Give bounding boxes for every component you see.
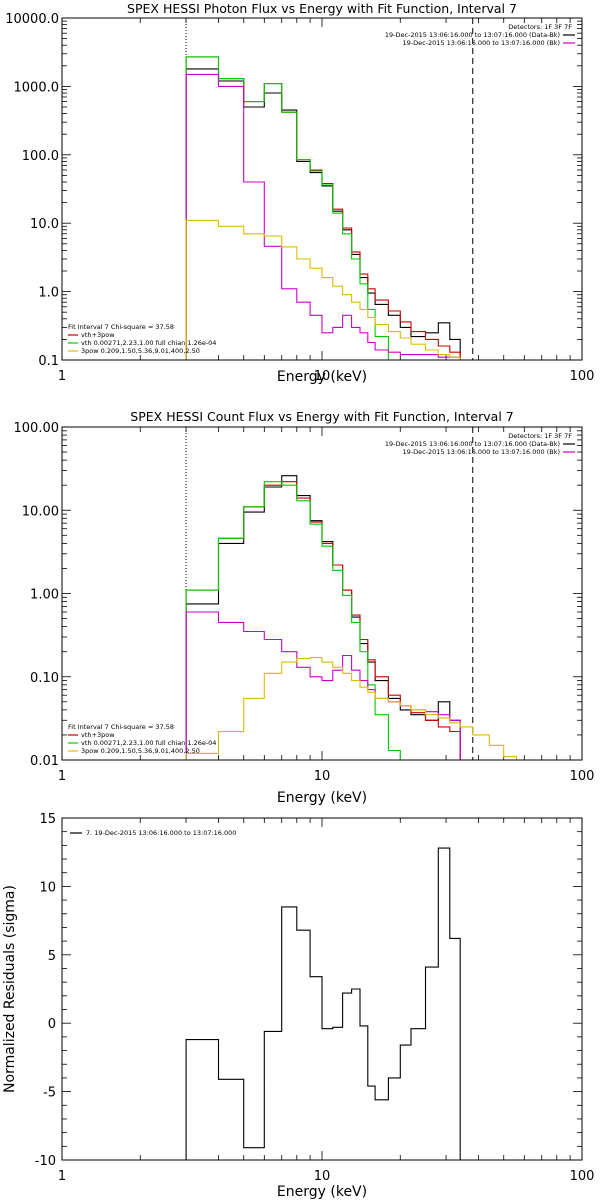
- y-tick-label: 10000.0: [5, 12, 59, 27]
- y-tick-label: 15: [39, 812, 56, 827]
- chart-panel-3: 1 10 100 -10 -5 0 5 10 15 Energy (keV) Normalized …: [2, 812, 594, 1200]
- series-line-1: [185, 475, 461, 760]
- x-tick-label: 100: [570, 369, 595, 384]
- series-line-3: [185, 481, 401, 760]
- chart-panel-2: SPEX HESSI Count Flux vs Energy with Fit…: [14, 409, 595, 806]
- legend-entry: 7. 19-Dec-2015 13:06:16.000 to 13:07:16.…: [86, 829, 236, 837]
- series-line-4: [185, 611, 461, 760]
- series-line-5: [185, 219, 474, 360]
- legend-top-left: 7. 19-Dec-2015 13:06:16.000 to 13:07:16.…: [70, 829, 236, 837]
- x-tick-label: 1: [58, 769, 66, 784]
- y-axis-ticks: [62, 817, 582, 1161]
- y-tick-label: 1.0: [38, 286, 59, 301]
- legend-entry: 19-Dec-2015 13:06:16.000 to 13:07:16.000…: [403, 448, 561, 456]
- chart-panel-1: SPEX HESSI Photon Flux vs Energy with Fi…: [5, 1, 595, 385]
- y-axis-ticks: [62, 17, 582, 361]
- legend-header: Fit Interval 7 Chi-square = 37.58: [68, 723, 174, 731]
- x-tick-label: 10: [314, 1169, 331, 1184]
- legend-entry: vth 0.00271,2.23,1.00 full chian 1.26e-0…: [81, 739, 216, 747]
- series-line-2: [185, 481, 461, 760]
- plot-frame: [61, 817, 583, 1161]
- y-tick-label: -10: [35, 1154, 56, 1169]
- y-tick-label: 100.00: [14, 421, 60, 436]
- x-tick-label: 1: [58, 369, 66, 384]
- x-tick-label: 1: [58, 1169, 66, 1184]
- y-tick-label: 0.1: [38, 354, 59, 369]
- y-tick-label: 0.10: [30, 671, 59, 686]
- series-line-5: [185, 657, 518, 760]
- legend-entry: vth+3pow: [81, 331, 115, 339]
- y-tick-label: 0: [48, 1017, 56, 1032]
- series-line-2: [185, 56, 461, 360]
- legend-entry: vth 0.00271,2.23,1.00 full chian 1.26e-0…: [81, 339, 216, 347]
- y-tick-label: -5: [43, 1086, 56, 1101]
- legend-bottom-left: Fit Interval 7 Chi-square = 37.58vth+3po…: [68, 323, 216, 355]
- y-tick-label: 10.00: [22, 504, 59, 519]
- legend-entry: 19-Dec-2015 13:06:16.000 to 13:07:16.000…: [403, 39, 561, 47]
- y-tick-label: 100.0: [22, 149, 59, 164]
- x-axis-ticks: [61, 427, 583, 760]
- x-axis-label: Energy (keV): [277, 369, 367, 385]
- series-group: [185, 475, 518, 760]
- legend-entry: vth+3pow: [81, 731, 115, 739]
- y-tick-label: 0.01: [30, 754, 59, 769]
- y-tick-label: 10.0: [30, 217, 59, 232]
- x-axis-label: Energy (keV): [277, 790, 367, 806]
- y-axis-label: Normalized Residuals (sigma): [2, 885, 18, 1093]
- y-tick-label: 5: [48, 949, 56, 964]
- legend-header: Fit Interval 7 Chi-square = 37.58: [68, 323, 174, 331]
- series-line-1: [185, 847, 461, 1160]
- plot-frame: [61, 17, 583, 361]
- x-tick-label: 10: [314, 369, 331, 384]
- legend-entry: 3pow 0.209,1.50,5.36,9.01,400,2.50: [81, 747, 200, 755]
- y-tick-label: 1.00: [30, 588, 59, 603]
- plot-frame: [61, 426, 583, 761]
- chart-title: SPEX HESSI Count Flux vs Energy with Fit…: [130, 409, 513, 424]
- legend-header: Detectors: 1F 3F 7F: [508, 432, 572, 440]
- x-axis-label: Energy (keV): [277, 1184, 367, 1200]
- series-line-3: [185, 56, 389, 360]
- series-group: [185, 56, 474, 360]
- legend-entry: 19-Dec-2015 13:06:16.000 to 13:07:16.000…: [385, 31, 560, 39]
- x-tick-label: 100: [570, 769, 595, 784]
- legend-header: Detectors: 1F 3F 7F: [508, 23, 572, 31]
- x-axis-ticks: [61, 18, 583, 360]
- series-line-1: [185, 68, 461, 360]
- legend-entry: 19-Dec-2015 13:06:16.000 to 13:07:16.000…: [385, 440, 560, 448]
- y-tick-label: 1000.0: [14, 80, 60, 95]
- x-tick-label: 10: [314, 769, 331, 784]
- series-group: [185, 847, 461, 1160]
- legend-entry: 3pow 0.209,1.50,5.36,9.01,400,2.50: [81, 347, 200, 355]
- y-tick-label: 10: [39, 880, 56, 895]
- x-tick-label: 100: [570, 1169, 595, 1184]
- legend-bottom-left: Fit Interval 7 Chi-square = 37.58vth+3po…: [68, 723, 216, 755]
- series-line-4: [185, 73, 461, 360]
- chart-title: SPEX HESSI Photon Flux vs Energy with Fi…: [127, 1, 517, 16]
- y-axis-ticks: [62, 426, 582, 761]
